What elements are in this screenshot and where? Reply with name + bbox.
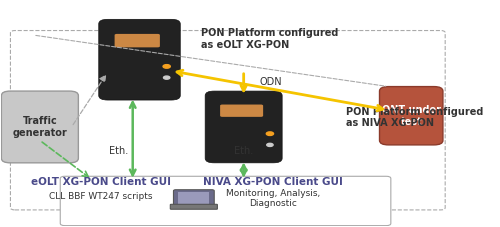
FancyBboxPatch shape [114, 34, 160, 47]
FancyBboxPatch shape [380, 86, 443, 145]
FancyBboxPatch shape [220, 104, 263, 117]
FancyBboxPatch shape [60, 176, 391, 226]
Text: Traffic
generator: Traffic generator [12, 116, 68, 138]
FancyBboxPatch shape [174, 190, 214, 207]
Text: PON Platform configured
as eOLT XG-PON: PON Platform configured as eOLT XG-PON [200, 28, 338, 50]
Circle shape [267, 143, 273, 146]
FancyBboxPatch shape [178, 192, 209, 204]
FancyBboxPatch shape [2, 91, 78, 163]
Circle shape [163, 65, 170, 68]
Text: PON Platform configured
as NIVA XG-PON: PON Platform configured as NIVA XG-PON [346, 107, 483, 128]
Circle shape [266, 132, 274, 136]
Text: ONT under
test: ONT under test [382, 105, 440, 126]
Text: Eth.: Eth. [234, 146, 254, 156]
Text: eOLT XG-PON Client GUI: eOLT XG-PON Client GUI [31, 177, 171, 187]
Text: CLL BBF WT247 scripts: CLL BBF WT247 scripts [50, 192, 153, 201]
FancyBboxPatch shape [170, 204, 218, 209]
FancyBboxPatch shape [205, 91, 282, 163]
Text: Eth.: Eth. [108, 146, 128, 156]
FancyBboxPatch shape [99, 19, 180, 100]
Text: NIVA XG-PON Client GUI: NIVA XG-PON Client GUI [203, 177, 343, 187]
Circle shape [164, 76, 170, 79]
Text: ODN: ODN [260, 76, 282, 86]
Text: Monitoring, Analysis,
Diagnostic: Monitoring, Analysis, Diagnostic [226, 189, 320, 208]
